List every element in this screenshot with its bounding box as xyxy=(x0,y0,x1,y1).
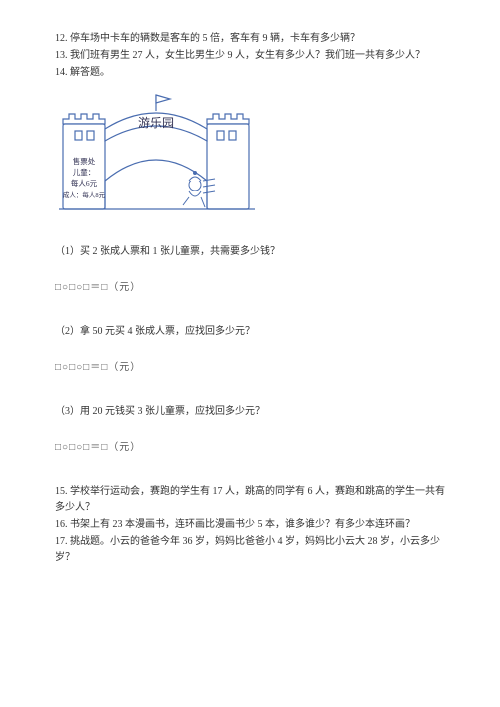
ticket-line-2: 每人6元 xyxy=(71,178,98,188)
question-16: 16. 书架上有 23 本漫画书，连环画比漫画书少 5 本，谁多谁少？有多少本连… xyxy=(55,517,450,533)
question-14-1: （1）买 2 张成人票和 1 张儿童票，共需要多少钱？ xyxy=(55,244,450,260)
ticket-line-1: 儿童： xyxy=(73,167,96,177)
park-illustration: 游乐园 售票处 儿童： 每人6元 成人：每人8元 xyxy=(55,89,450,224)
formula-14-2: □○□○□＝□（元） xyxy=(55,360,450,376)
question-14: 14. 解答题。 xyxy=(55,65,450,81)
question-17: 17. 挑战题。小云的爸爸今年 36 岁，妈妈比爸爸小 4 岁，妈妈比小云大 2… xyxy=(55,534,450,566)
question-15: 15. 学校举行运动会，赛跑的学生有 17 人，跳高的同学有 6 人，赛跑和跳高… xyxy=(55,484,450,516)
formula-14-3: □○□○□＝□（元） xyxy=(55,440,450,456)
park-banner-text: 游乐园 xyxy=(138,116,174,130)
question-14-2: （2）拿 50 元买 4 张成人票，应找回多少元？ xyxy=(55,324,450,340)
question-12: 12. 停车场中卡车的辆数是客车的 5 倍，客车有 9 辆，卡车有多少辆？ xyxy=(55,31,450,47)
question-14-3: （3）用 20 元钱买 3 张儿童票，应找回多少元？ xyxy=(55,404,450,420)
ticket-line-3: 成人：每人8元 xyxy=(63,190,106,199)
park-svg: 游乐园 售票处 儿童： 每人6元 成人：每人8元 xyxy=(55,89,265,224)
ticket-line-0: 售票处 xyxy=(73,156,96,166)
formula-14-1: □○□○□＝□（元） xyxy=(55,280,450,296)
page-root: 12. 停车场中卡车的辆数是客车的 5 倍，客车有 9 辆，卡车有多少辆？ 13… xyxy=(0,0,500,597)
question-13: 13. 我们班有男生 27 人，女生比男生少 9 人，女生有多少人？我们班一共有… xyxy=(55,48,450,64)
